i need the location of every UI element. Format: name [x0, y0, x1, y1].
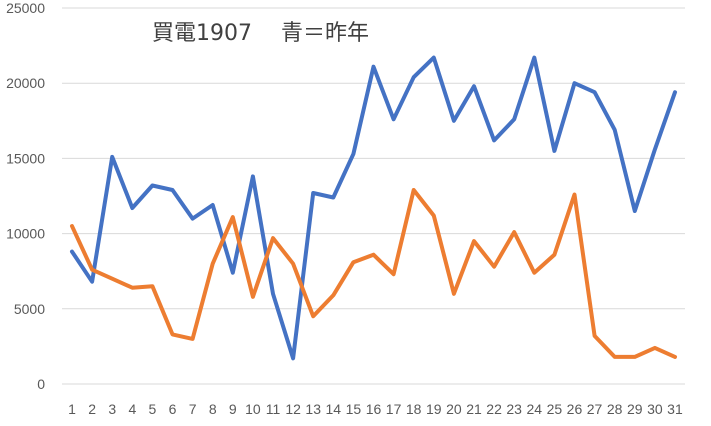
x-tick-label: 25 — [547, 401, 563, 417]
y-axis-ticks: 0 5000 10000 15000 20000 25000 — [6, 0, 45, 392]
x-tick-label: 17 — [386, 401, 402, 417]
y-tick-label: 0 — [37, 376, 45, 392]
x-tick-label: 21 — [466, 401, 482, 417]
x-tick-label: 1 — [68, 401, 76, 417]
x-tick-label: 4 — [128, 401, 136, 417]
series-lines — [70, 55, 677, 361]
x-tick-label: 20 — [446, 401, 462, 417]
x-tick-label: 23 — [506, 401, 522, 417]
x-tick-label: 12 — [285, 401, 301, 417]
x-tick-label: 16 — [366, 401, 382, 417]
x-tick-label: 8 — [209, 401, 217, 417]
y-tick-label: 15000 — [6, 150, 45, 166]
x-tick-label: 26 — [567, 401, 583, 417]
y-tick-label: 10000 — [6, 226, 45, 242]
x-tick-label: 19 — [426, 401, 442, 417]
x-tick-label: 13 — [305, 401, 321, 417]
x-tick-label: 22 — [486, 401, 502, 417]
grid-lines — [62, 7, 685, 385]
y-tick-label: 5000 — [14, 301, 45, 317]
x-tick-label: 29 — [627, 401, 643, 417]
x-tick-label: 7 — [189, 401, 197, 417]
x-tick-label: 5 — [149, 401, 157, 417]
x-tick-label: 2 — [88, 401, 96, 417]
x-tick-label: 31 — [667, 401, 683, 417]
x-tick-label: 11 — [266, 401, 281, 417]
x-tick-label: 15 — [346, 401, 362, 417]
x-tick-label: 14 — [326, 401, 342, 417]
x-tick-label: 6 — [169, 401, 177, 417]
y-tick-label: 20000 — [6, 75, 45, 91]
x-tick-label: 27 — [587, 401, 603, 417]
x-tick-label: 3 — [108, 401, 116, 417]
x-tick-label: 9 — [229, 401, 237, 417]
series-line-2 — [70, 188, 677, 359]
x-tick-label: 24 — [526, 401, 542, 417]
x-tick-label: 30 — [647, 401, 663, 417]
y-tick-label: 25000 — [6, 0, 45, 16]
x-tick-label: 10 — [245, 401, 261, 417]
x-axis-ticks: 1 2 3 4 5 6 7 8 9 10 11 12 13 14 15 16 17 18 19 20 21 22 23 24 2… — [68, 401, 683, 417]
chart-title: 買電1907 青＝昨年 — [152, 21, 369, 46]
x-tick-label: 18 — [406, 401, 422, 417]
x-tick-label: 28 — [607, 401, 623, 417]
